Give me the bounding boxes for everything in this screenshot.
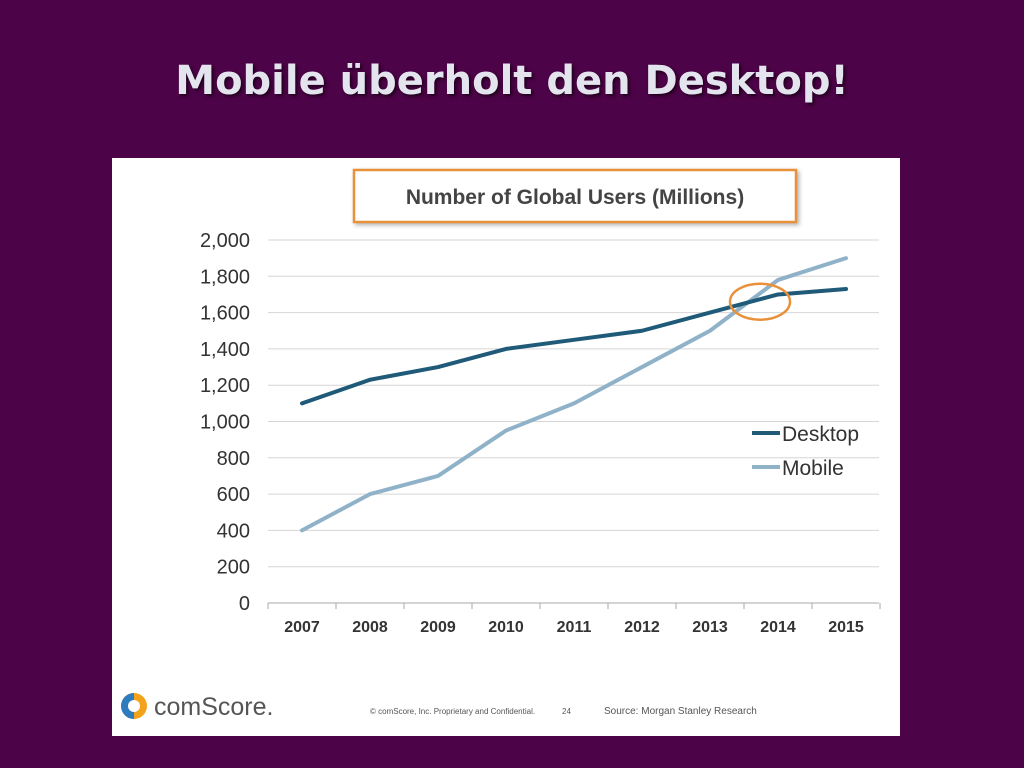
chart-title-box: Number of Global Users (Millions) <box>352 168 798 224</box>
x-tick-label: 2011 <box>557 619 592 636</box>
y-tick-label: 600 <box>217 484 250 506</box>
legend-label: Desktop <box>782 423 859 446</box>
logo-text: comScore. <box>154 693 273 721</box>
chart-card: Number of Global Users (Millions) 0 200 40… <box>112 158 900 736</box>
line-chart: Number of Global Users (Millions) 0 200 40… <box>121 168 881 721</box>
x-tick-label: 2008 <box>352 619 388 636</box>
y-tick-label: 1,800 <box>200 266 250 288</box>
y-tick-label: 1,400 <box>200 339 250 361</box>
y-tick-label: 0 <box>239 593 250 615</box>
x-axis-ticks: 2007 2008 2009 2010 2011 2012 2013 2014 2015 <box>267 603 881 636</box>
x-tick-label: 2014 <box>760 619 796 636</box>
x-tick-label: 2007 <box>284 619 320 636</box>
y-tick-label: 1,600 <box>200 303 250 325</box>
slide-title: Mobile überholt den Desktop! <box>175 58 849 104</box>
highlight <box>728 282 792 321</box>
highlight-circle <box>728 282 792 321</box>
y-tick-label: 1,000 <box>200 412 250 434</box>
chart-title: Number of Global Users (Millions) <box>406 186 744 209</box>
series-line-desktop <box>300 287 848 406</box>
x-tick-label: 2013 <box>692 619 728 636</box>
y-tick-label: 1,200 <box>200 375 250 397</box>
x-tick-label: 2012 <box>624 619 660 636</box>
y-axis-ticks: 0 200 400 600 800 1,000 1,200 1,400 1,600 1,800 2,… <box>200 230 250 615</box>
y-tick-label: 400 <box>217 520 250 542</box>
series-line-mobile <box>300 256 848 533</box>
copyright-text: © comScore, Inc. Proprietary and Confide… <box>370 707 535 716</box>
comscore-logo-icon <box>121 693 147 719</box>
x-tick-label: 2015 <box>828 619 864 636</box>
series-lines <box>300 256 848 533</box>
y-tick-label: 200 <box>217 557 250 579</box>
y-tick-label: 2,000 <box>200 230 250 252</box>
x-tick-label: 2009 <box>420 619 456 636</box>
y-tick-label: 800 <box>217 448 250 470</box>
legend: Desktop Mobile <box>752 423 859 480</box>
grid <box>268 239 879 604</box>
x-tick-label: 2010 <box>488 619 524 636</box>
legend-label: Mobile <box>782 457 844 480</box>
footer: comScore. © comScore, Inc. Proprietary a… <box>121 693 757 721</box>
source-text: Source: Morgan Stanley Research <box>604 706 757 717</box>
page-number: 24 <box>562 707 571 716</box>
